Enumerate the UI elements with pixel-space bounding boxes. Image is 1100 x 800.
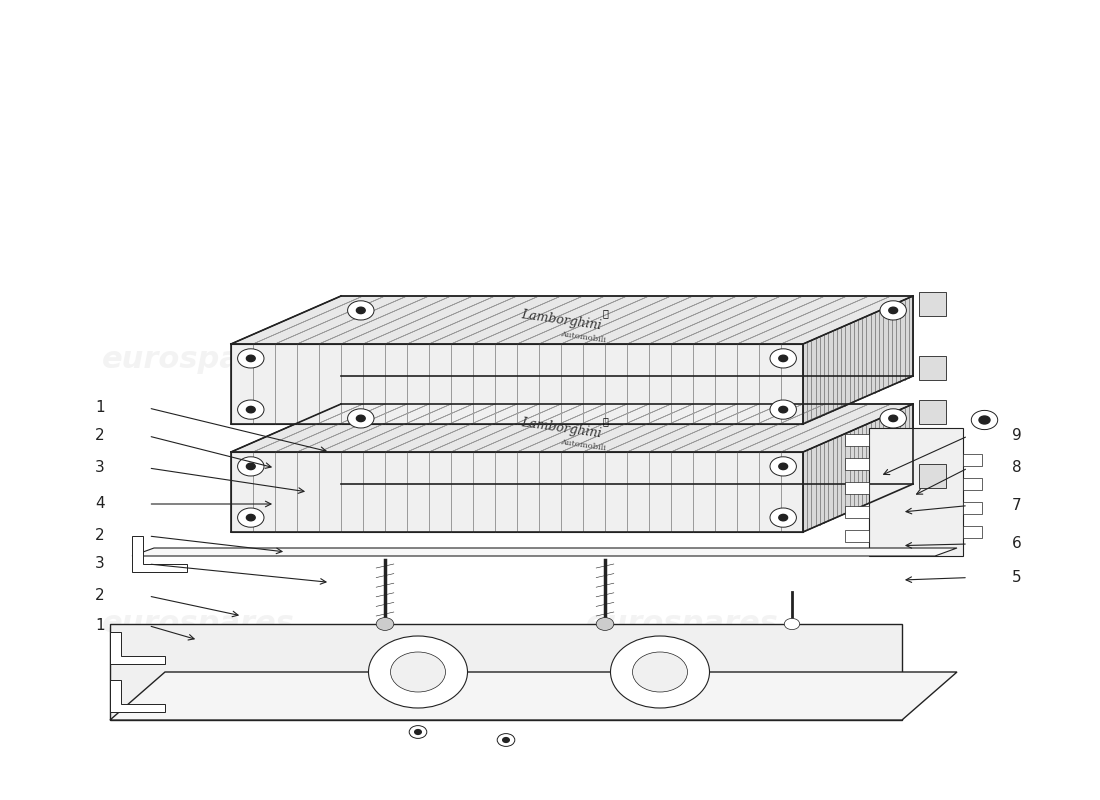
Polygon shape [803, 296, 913, 424]
Text: Lamborghini: Lamborghini [520, 416, 602, 440]
Text: eurospares: eurospares [101, 610, 295, 638]
Text: 7: 7 [1012, 498, 1022, 513]
Text: 6: 6 [1012, 537, 1022, 551]
Circle shape [770, 349, 796, 368]
Text: 4: 4 [95, 497, 104, 511]
Circle shape [348, 409, 374, 428]
Circle shape [246, 514, 255, 521]
Circle shape [409, 726, 427, 738]
Polygon shape [869, 428, 962, 556]
Polygon shape [845, 506, 869, 518]
Text: eurospares: eurospares [585, 346, 779, 374]
Circle shape [497, 734, 515, 746]
Text: Automobili: Automobili [560, 438, 606, 453]
Text: Lamborghini: Lamborghini [520, 308, 602, 332]
Circle shape [238, 400, 264, 419]
Circle shape [889, 415, 898, 422]
Polygon shape [110, 624, 902, 720]
Text: 8: 8 [1012, 461, 1022, 475]
Polygon shape [962, 454, 982, 466]
Polygon shape [845, 458, 869, 470]
Circle shape [971, 410, 998, 430]
Circle shape [610, 636, 710, 708]
Circle shape [779, 406, 788, 413]
Circle shape [779, 355, 788, 362]
Circle shape [880, 409, 906, 428]
Circle shape [979, 416, 990, 424]
Text: eurospares: eurospares [101, 346, 295, 374]
Text: 2: 2 [95, 589, 104, 603]
Polygon shape [962, 526, 982, 538]
Polygon shape [918, 400, 946, 424]
Circle shape [356, 415, 365, 422]
Circle shape [784, 618, 800, 630]
Polygon shape [231, 296, 913, 344]
Polygon shape [110, 680, 165, 712]
Circle shape [779, 514, 788, 521]
Circle shape [770, 508, 796, 527]
Circle shape [238, 508, 264, 527]
Polygon shape [231, 344, 803, 424]
Text: eurospares: eurospares [585, 610, 779, 638]
Circle shape [238, 457, 264, 476]
Circle shape [596, 618, 614, 630]
Polygon shape [918, 356, 946, 380]
Text: 5: 5 [1012, 570, 1022, 585]
Circle shape [356, 307, 365, 314]
Polygon shape [918, 464, 946, 488]
Circle shape [415, 730, 421, 734]
Circle shape [246, 355, 255, 362]
Text: 1: 1 [95, 401, 104, 415]
Polygon shape [845, 482, 869, 494]
Text: 9: 9 [1012, 429, 1022, 443]
Polygon shape [845, 434, 869, 446]
Circle shape [376, 618, 394, 630]
Circle shape [632, 652, 688, 692]
Circle shape [880, 301, 906, 320]
Text: 2: 2 [95, 529, 104, 543]
Circle shape [238, 349, 264, 368]
Circle shape [889, 307, 898, 314]
Polygon shape [845, 530, 869, 542]
Circle shape [390, 652, 446, 692]
Text: 3: 3 [95, 461, 104, 475]
Polygon shape [110, 672, 957, 720]
Polygon shape [962, 478, 982, 490]
Polygon shape [132, 548, 957, 556]
Circle shape [246, 463, 255, 470]
Circle shape [503, 738, 509, 742]
Polygon shape [231, 452, 803, 532]
Circle shape [348, 301, 374, 320]
Text: 🐂: 🐂 [602, 416, 608, 426]
Polygon shape [803, 404, 913, 532]
Text: 1: 1 [95, 618, 104, 633]
Polygon shape [110, 632, 165, 664]
Polygon shape [962, 502, 982, 514]
Circle shape [770, 400, 796, 419]
Circle shape [779, 463, 788, 470]
Circle shape [770, 457, 796, 476]
Text: 🐂: 🐂 [602, 308, 608, 318]
Circle shape [246, 406, 255, 413]
Text: 3: 3 [95, 557, 104, 571]
Polygon shape [231, 404, 913, 452]
Circle shape [368, 636, 468, 708]
Polygon shape [918, 292, 946, 316]
Text: Automobili: Automobili [560, 330, 606, 345]
Text: 2: 2 [95, 429, 104, 443]
Polygon shape [132, 536, 187, 572]
